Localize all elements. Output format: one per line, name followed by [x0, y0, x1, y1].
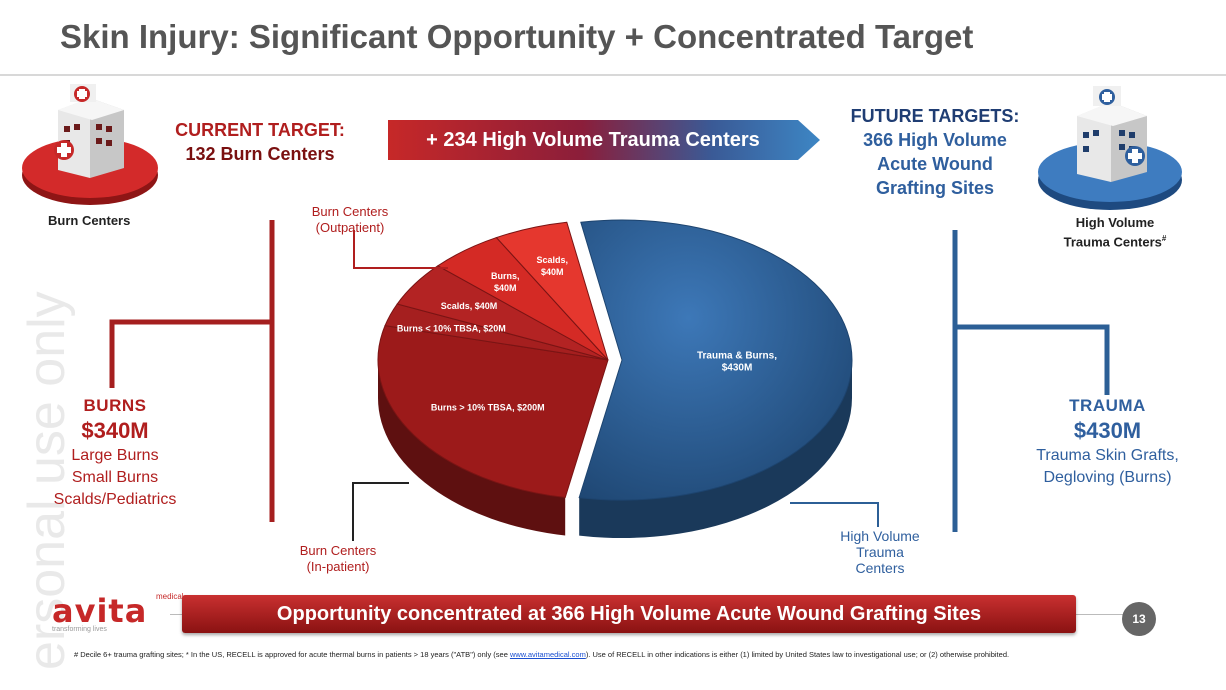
- hv-trauma-group-label: High Volume Trauma Centers: [830, 528, 930, 576]
- future-targets-line2: 366 High Volume: [863, 130, 1007, 150]
- logo-tagline: transforming lives: [52, 626, 107, 633]
- page-title: Skin Injury: Significant Opportunity + C…: [60, 18, 974, 55]
- trauma-centers-arrow-label: + 234 High Volume Trauma Centers: [426, 129, 760, 151]
- pie-slice-label-5-0: Scalds,: [537, 255, 569, 265]
- burns-heading: BURNS: [83, 396, 147, 415]
- trauma-summary: TRAUMA $430M Trauma Skin Grafts, Deglovi…: [1020, 396, 1195, 488]
- pie-slice-label-2-0: Burns < 10% TBSA, $20M: [397, 323, 506, 333]
- high-volume-trauma-icon-label: High Volume Trauma Centers#: [1055, 215, 1175, 250]
- outpatient-label-2: (Outpatient): [315, 220, 385, 235]
- current-target-value: 132 Burn Centers: [185, 144, 335, 164]
- pie-slice-0: [578, 219, 853, 501]
- pie-slice-label-1-0: Burns > 10% TBSA, $200M: [431, 403, 545, 413]
- burns-desc-2: Small Burns: [71, 469, 159, 486]
- hv-label-1: High Volume: [840, 528, 920, 544]
- footnote-post: ). Use of RECELL in other indications is…: [585, 650, 1010, 659]
- opportunity-banner: Opportunity concentrated at 366 High Vol…: [182, 595, 1076, 633]
- outpatient-label-1: Burn Centers: [311, 204, 389, 219]
- burns-desc-1: Large Burns: [71, 447, 159, 464]
- footnote: # Decile 6+ trauma grafting sites; * In …: [74, 650, 1184, 659]
- market-pie-chart: Trauma & Burns,$430M Burns > 10% TBSA, $2…: [377, 219, 853, 539]
- hv-icon-label-line1: High Volume: [1075, 215, 1155, 230]
- hv-icon-label-footnote-mark: #: [1161, 234, 1167, 243]
- burns-value: $340M: [81, 418, 149, 443]
- hv-label-2: Trauma: [856, 544, 904, 560]
- trauma-centers-arrow: [388, 120, 820, 160]
- hv-leader-line: [790, 502, 879, 527]
- trauma-center-hospital-icon: [1038, 86, 1182, 210]
- burn-centers-icon-label: Burn Centers: [48, 213, 131, 228]
- page-number: 13: [1122, 602, 1156, 636]
- pie-slice-1: [377, 325, 609, 499]
- future-targets-line4: Grafting Sites: [875, 178, 995, 198]
- burns-bracket: [109, 220, 275, 522]
- pie-slice-label-4-1: $40M: [494, 283, 517, 293]
- inpatient-group-label: Burn Centers (In-patient): [283, 543, 393, 575]
- current-target: CURRENT TARGET: 132 Burn Centers: [160, 118, 360, 166]
- trauma-desc-2: Degloving (Burns): [1043, 469, 1172, 486]
- hv-icon-label-line2: Trauma Centers: [1063, 234, 1162, 250]
- burns-summary: BURNS $340M Large Burns Small Burns Scal…: [40, 396, 190, 510]
- trauma-value: $430M: [1073, 418, 1142, 443]
- watermark-text: ersonal use only: [20, 291, 76, 670]
- trauma-heading: TRAUMA: [1069, 396, 1146, 415]
- future-targets-heading: FUTURE TARGETS:: [850, 106, 1020, 126]
- pie-slice-side-1: [378, 360, 566, 536]
- hv-label-3: Centers: [855, 560, 905, 576]
- pie-slice-side-0: [579, 360, 852, 539]
- burn-center-hospital-icon: [22, 84, 158, 205]
- footnote-pre: # Decile 6+ trauma grafting sites; * In …: [74, 650, 510, 659]
- inpatient-label-1: Burn Centers: [299, 543, 377, 558]
- title-divider: [0, 74, 1226, 76]
- future-targets: FUTURE TARGETS: 366 High Volume Acute Wo…: [820, 104, 1050, 200]
- outpatient-leader-line: [353, 230, 448, 269]
- footnote-link[interactable]: www.avitamedical.com: [509, 650, 586, 659]
- inpatient-leader-line: [352, 482, 409, 541]
- pie-slice-5: [495, 221, 609, 361]
- avita-logo: avita medical transforming lives: [52, 592, 184, 633]
- burns-desc-3: Scalds/Pediatrics: [53, 491, 177, 508]
- logo-name: avita: [52, 592, 148, 630]
- pie-slice-label-0-0: Trauma & Burns,: [697, 350, 777, 361]
- pie-slice-label-4-0: Burns,: [491, 271, 520, 281]
- pie-slice-label-0-1: $430M: [722, 362, 753, 373]
- outpatient-group-label: Burn Centers (Outpatient): [295, 204, 405, 236]
- trauma-bracket: [952, 230, 1110, 532]
- inpatient-label-2: (In-patient): [306, 559, 370, 574]
- current-target-heading: CURRENT TARGET:: [175, 120, 345, 140]
- pie-slice-label-5-1: $40M: [541, 267, 564, 277]
- pie-slice-label-3-0: Scalds, $40M: [441, 301, 498, 311]
- future-targets-line3: Acute Wound: [877, 154, 993, 174]
- trauma-desc-1: Trauma Skin Grafts,: [1036, 447, 1179, 464]
- logo-sup: medical: [156, 592, 184, 601]
- watermark: ersonal use only: [20, 291, 76, 670]
